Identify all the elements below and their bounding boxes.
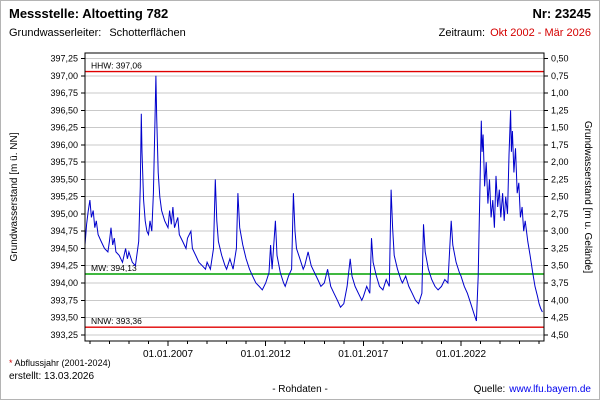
x-axis-tick-label: 01.01.2017 [338,349,388,357]
footnote-asterisk: * [9,358,13,368]
period-value: Okt 2002 - Mär 2026 [490,27,591,39]
hhw-reference-label: HHW: 397,06 [91,61,142,71]
y-axis-tick-label-right: 3,00 [551,226,569,236]
y-axis-tick-label-right: 0,50 [551,54,569,64]
aquifer: Grundwasserleiter: Schotterflächen [9,27,186,39]
aquifer-label: Grundwasserleiter: [9,27,102,39]
y-axis-tick-label-right: 3,25 [551,244,569,254]
y-axis-tick-label-left: 397,00 [50,71,78,81]
created-date: erstellt: 13.03.2026 [9,371,95,382]
y-axis-title-left: Grundwasserstand [m ü. NN] [9,132,20,261]
y-axis-tick-label-left: 393,25 [50,330,78,340]
mw-reference-label: MW: 394,13 [91,263,137,273]
y-axis-tick-label-left: 394,25 [50,261,78,271]
footnote: * Abflussjahr (2001-2024) [9,358,111,368]
y-axis-tick-label-left: 395,50 [50,174,78,184]
y-axis-tick-label-left: 397,25 [50,54,78,64]
y-axis-title-right: Grundwasserstand [m u. Gelände] [582,121,593,274]
groundwater-series-line [84,75,543,322]
y-axis-tick-label-right: 4,50 [551,330,569,340]
y-axis-tick-label-left: 395,75 [50,157,78,167]
y-axis-tick-label-right: 2,25 [551,174,569,184]
y-axis-tick-label-left: 393,50 [50,313,78,323]
y-axis-tick-label-right: 1,00 [551,88,569,98]
y-axis-tick-label-right: 4,00 [551,295,569,305]
y-axis-tick-label-left: 395,25 [50,192,78,202]
y-axis-tick-label-right: 2,75 [551,209,569,219]
y-axis-tick-label-left: 396,75 [50,88,78,98]
source-link[interactable]: www.lfu.bayern.de [509,384,591,395]
period-label: Zeitraum: [438,27,486,39]
y-axis-tick-label-left: 396,00 [50,140,78,150]
groundwater-level-chart: 397,25 0,50 397,00 0,75 396,75 1,00 396,50 1,25… [9,52,593,357]
x-axis-tick-label: 01.01.2022 [436,349,486,357]
plot-border [84,52,545,342]
data-type-label: - Rohdaten - [272,384,328,395]
y-axis-tick-label-left: 396,50 [50,105,78,115]
source: Quelle: www.lfu.bayern.de [474,384,591,395]
footnote-text: Abflussjahr (2001-2024) [14,358,111,368]
header-row-2: Grundwasserleiter: Schotterflächen Zeitra… [9,27,591,39]
y-axis-tick-label-right: 1,25 [551,105,569,115]
y-axis-tick-label-left: 395,00 [50,209,78,219]
nnw-reference-label: NNW: 393,36 [91,316,142,326]
y-axis-tick-label-left: 394,50 [50,244,78,254]
y-axis-tick-label-left: 396,25 [50,123,78,133]
y-axis-tick-label-left: 394,75 [50,226,78,236]
x-axis-tick-label: 01.01.2012 [241,349,291,357]
header-row-1: Messstelle: Altoetting 782 Nr: 23245 [9,6,591,21]
y-axis-tick-label-right: 4,25 [551,313,569,323]
y-axis-tick-label-right: 1,50 [551,123,569,133]
y-axis-tick-label-right: 0,75 [551,71,569,81]
x-axis-tick-label: 01.01.2007 [143,349,193,357]
y-axis-tick-label-right: 2,50 [551,192,569,202]
y-axis-tick-label-left: 393,75 [50,295,78,305]
station-title: Messstelle: Altoetting 782 [9,6,169,21]
y-axis-tick-label-right: 2,00 [551,157,569,167]
y-axis-tick-label-right: 3,75 [551,278,569,288]
period: Zeitraum: Okt 2002 - Mär 2026 [439,27,591,39]
aquifer-value: Schotterflächen [109,27,186,39]
y-axis-tick-label-right: 1,75 [551,140,569,150]
y-axis-tick-label-left: 394,00 [50,278,78,288]
source-label: Quelle: [473,384,506,395]
station-number: Nr: 23245 [532,6,591,21]
y-axis-tick-label-right: 3,50 [551,261,569,271]
